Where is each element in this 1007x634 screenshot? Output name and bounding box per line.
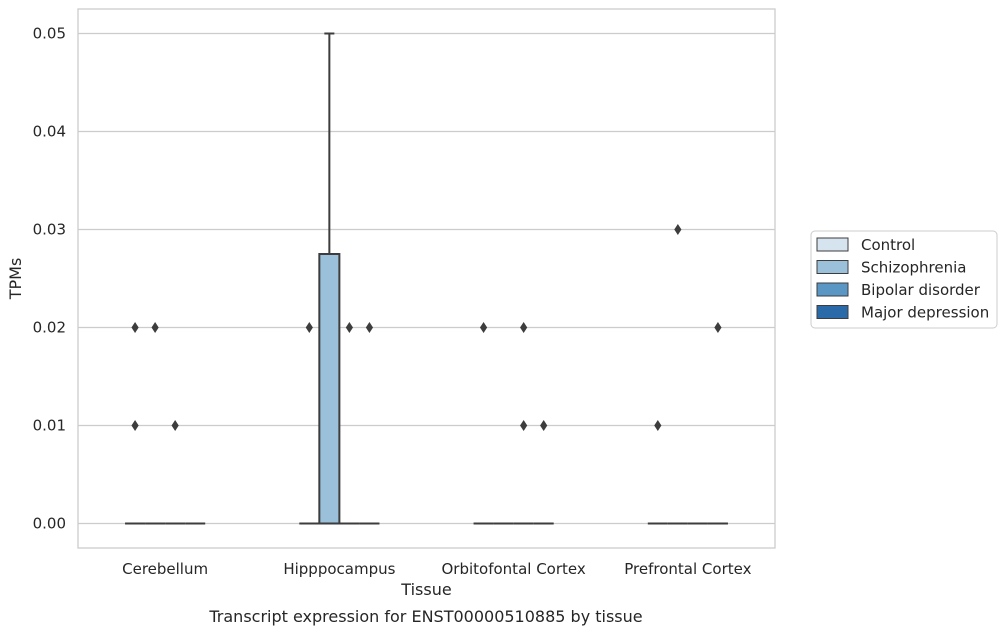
- box-3-3: [707, 322, 728, 525]
- x-axis-label: Tissue: [400, 580, 451, 599]
- outlier-point: [520, 322, 528, 333]
- x-tick-label: Hipppocampus: [283, 560, 395, 578]
- box-0-1: [145, 322, 166, 525]
- gridlines: [78, 32, 775, 525]
- outlier-point: [479, 322, 488, 333]
- legend-label: Bipolar disorder: [861, 281, 981, 299]
- chart-title: Transcript expression for ENST0000051088…: [208, 607, 642, 626]
- y-tick-label: 0.04: [33, 123, 66, 141]
- legend: Control Schizophrenia Bipolar disorder Majo…: [810, 230, 998, 329]
- box-1-3: [359, 322, 380, 525]
- box-3-1: [667, 224, 688, 525]
- outlier-point: [714, 322, 722, 333]
- outlier-point: [540, 420, 548, 431]
- legend-label: Control: [861, 236, 915, 254]
- box-body: [318, 253, 341, 525]
- y-tick-label: 0.00: [33, 515, 66, 533]
- legend-swatch: [816, 305, 849, 319]
- box-1-0: [299, 322, 320, 525]
- legend-swatch: [816, 282, 849, 297]
- outlier-point: [654, 420, 662, 431]
- outlier-point: [151, 322, 159, 333]
- y-tick-label: 0.02: [33, 319, 66, 337]
- legend-swatch: [816, 237, 849, 252]
- x-axis-ticks: Cerebellum Hipppocampus Orbitofontal Corte…: [122, 560, 751, 578]
- outlier-point: [131, 322, 139, 333]
- box-marks: [125, 32, 728, 525]
- y-axis-ticks: 0.00 0.01 0.02 0.03 0.04 0.05: [33, 25, 66, 533]
- y-tick-label: 0.05: [33, 25, 66, 43]
- outlier-point: [520, 420, 528, 431]
- outlier-point: [674, 224, 682, 235]
- legend-swatch: [816, 260, 849, 274]
- outlier-point: [365, 322, 374, 333]
- outlier-point: [305, 322, 313, 333]
- outlier-point: [131, 420, 139, 431]
- box-3-0: [647, 420, 668, 525]
- y-tick-label: 0.01: [33, 417, 66, 435]
- x-tick-label: Orbitofontal Cortex: [442, 560, 586, 578]
- box-1-1: [318, 32, 341, 525]
- y-tick-label: 0.03: [33, 221, 66, 239]
- box-2-0: [473, 322, 494, 525]
- x-tick-label: Cerebellum: [122, 560, 208, 578]
- plot-area-frame: [77, 8, 776, 549]
- box-1-2: [339, 322, 360, 525]
- y-axis-label: TPMs: [6, 258, 25, 301]
- box-2-2: [513, 322, 534, 525]
- outlier-point: [345, 322, 353, 333]
- legend-frame: [810, 230, 998, 329]
- legend-label: Schizophrenia: [861, 259, 966, 277]
- box-2-3: [533, 420, 554, 525]
- legend-label: Major depression: [861, 304, 989, 322]
- x-tick-label: Prefrontal Cortex: [624, 560, 751, 578]
- outlier-point: [171, 420, 179, 431]
- box-0-2: [165, 420, 186, 525]
- box-0-0: [125, 322, 146, 525]
